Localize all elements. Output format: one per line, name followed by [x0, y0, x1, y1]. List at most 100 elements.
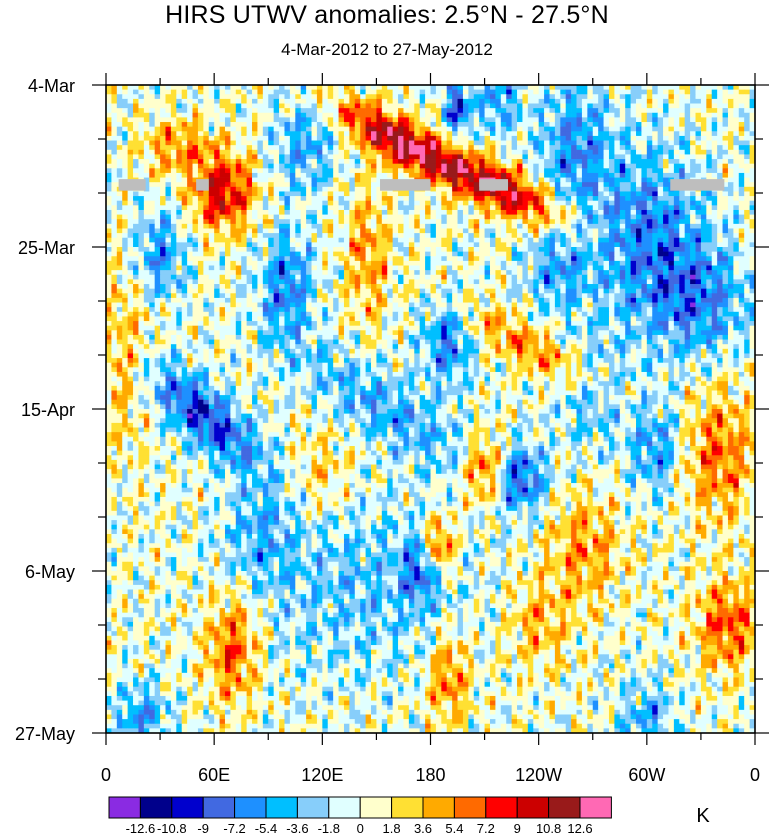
field-cell [116, 256, 123, 262]
field-cell [343, 177, 350, 183]
field-cell [717, 265, 723, 271]
field-cell [392, 223, 399, 229]
field-cell [614, 126, 621, 132]
field-cell [376, 94, 383, 100]
field-cell [392, 89, 399, 95]
field-cell [306, 177, 312, 183]
field-cell [122, 270, 128, 276]
field-cell [187, 223, 193, 229]
field-cell [398, 112, 404, 118]
field-cell [679, 256, 686, 262]
field-cell [289, 117, 296, 123]
field-cell [679, 228, 686, 234]
field-cell [425, 200, 431, 206]
field-cell [636, 163, 642, 169]
field-cell [311, 228, 318, 234]
field-cell [695, 149, 702, 155]
field-cell [544, 89, 550, 95]
field-cell [646, 168, 653, 174]
field-cell [138, 94, 145, 100]
field-cell [500, 242, 507, 248]
field-cell [333, 260, 339, 266]
field-cell [749, 191, 756, 197]
field-cell [214, 200, 220, 206]
field-cell [549, 219, 556, 225]
field-cell [246, 94, 253, 100]
field-cell [122, 172, 128, 178]
field-cell [414, 265, 421, 271]
field-cell [646, 122, 653, 128]
field-cell [262, 191, 269, 197]
field-cell [403, 149, 410, 155]
field-cell [706, 85, 713, 90]
field-cell [235, 126, 242, 132]
field-cell [295, 233, 302, 239]
field-cell [170, 89, 177, 95]
field-cell [300, 117, 307, 123]
field-cell [403, 265, 410, 271]
field-cell [744, 108, 750, 114]
field-cell [527, 117, 534, 123]
field-cell [176, 182, 183, 188]
field-cell [738, 163, 745, 169]
field-cell [203, 251, 210, 257]
field-cell [268, 265, 275, 271]
field-cell [224, 172, 231, 178]
field-cell [554, 94, 561, 100]
field-cell [398, 209, 404, 215]
field-cell [252, 256, 258, 262]
field-cell [111, 205, 118, 211]
field-cell [295, 223, 302, 229]
field-cell [473, 228, 480, 234]
field-cell [160, 154, 166, 160]
field-cell [289, 209, 296, 215]
field-cell [408, 200, 415, 206]
field-cell [495, 237, 502, 243]
field-cell [468, 126, 475, 132]
field-cell [738, 242, 745, 248]
field-cell [706, 122, 713, 128]
field-cell [684, 140, 691, 146]
field-cell [414, 214, 421, 220]
field-cell [311, 191, 318, 197]
field-cell [457, 135, 464, 141]
field-cell [749, 186, 756, 192]
field-cell [630, 89, 637, 95]
field-cell [608, 237, 615, 243]
field-cell [176, 103, 183, 109]
field-cell [625, 265, 631, 271]
field-cell [138, 242, 145, 248]
field-cell [452, 260, 458, 266]
field-cell [630, 103, 637, 109]
field-cell [181, 214, 188, 220]
field-cell [284, 233, 291, 239]
field-cell [636, 182, 642, 188]
field-cell [143, 85, 150, 90]
field-cell [149, 274, 156, 280]
field-cell [749, 205, 756, 211]
field-cell [306, 140, 312, 146]
field-cell [565, 98, 572, 104]
field-cell [165, 237, 172, 243]
field-cell [473, 108, 480, 114]
field-cell [154, 182, 161, 188]
field-cell [517, 177, 523, 183]
field-cell [392, 228, 399, 234]
field-cell [403, 205, 410, 211]
field-cell [462, 177, 469, 183]
field-cell [462, 117, 469, 123]
field-cell [127, 172, 134, 178]
field-cell [176, 237, 183, 243]
field-cell [273, 191, 280, 197]
field-cell [549, 200, 556, 206]
field-cell [430, 98, 437, 104]
field-cell [522, 200, 529, 206]
field-cell [668, 117, 675, 123]
field-cell [479, 196, 485, 202]
field-cell [641, 205, 648, 211]
field-cell [338, 177, 345, 183]
field-cell [289, 122, 296, 128]
field-cell [170, 209, 177, 215]
field-cell [273, 186, 280, 192]
field-cell [116, 205, 123, 211]
